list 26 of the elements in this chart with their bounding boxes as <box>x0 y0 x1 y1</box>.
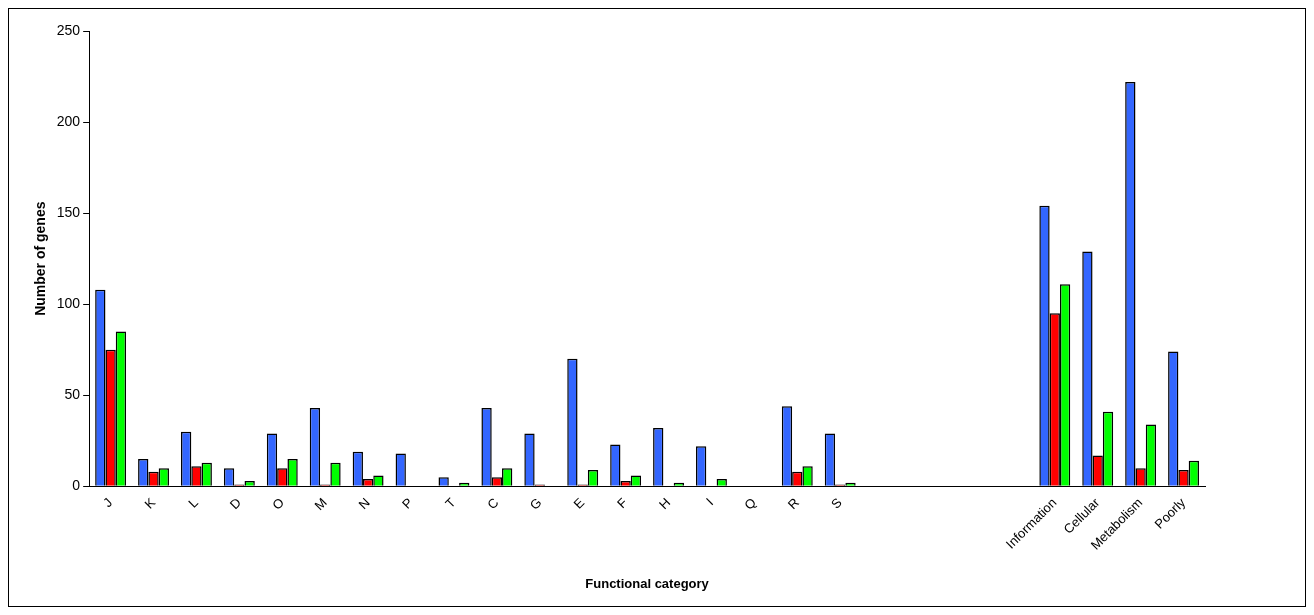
y-tick-label: 200 <box>56 112 81 129</box>
x-tick-label: J <box>100 494 116 511</box>
x-tick-label: G <box>526 494 545 513</box>
y-tick-label: 250 <box>56 21 81 38</box>
y-tick-label: 100 <box>56 295 81 312</box>
y-tick-label: 150 <box>56 204 81 221</box>
x-tick-label: I <box>702 494 717 509</box>
x-tick-label: S <box>828 494 846 512</box>
x-tick-label: K <box>141 494 159 512</box>
x-tick-label: C <box>484 494 502 513</box>
x-tick-label: D <box>226 494 245 513</box>
x-tick-label: F <box>614 494 631 512</box>
y-axis-title: Number of genes <box>32 201 49 316</box>
x-tick-label: O <box>269 494 287 513</box>
x-tick-label: E <box>570 494 588 512</box>
x-tick-label: H <box>655 494 674 513</box>
x-tick-label: R <box>784 494 802 513</box>
x-tick-label: P <box>398 494 416 512</box>
x-tick-label: L <box>185 494 202 511</box>
y-tick-label: 0 <box>72 477 81 494</box>
x-tick-label: T <box>442 494 459 512</box>
y-tick-label: 50 <box>64 386 81 403</box>
x-tick-label: Q <box>741 494 760 513</box>
x-tick-label: M <box>311 494 330 514</box>
x-tick-label: N <box>355 494 373 513</box>
x-axis-title: Functional category <box>585 575 710 591</box>
